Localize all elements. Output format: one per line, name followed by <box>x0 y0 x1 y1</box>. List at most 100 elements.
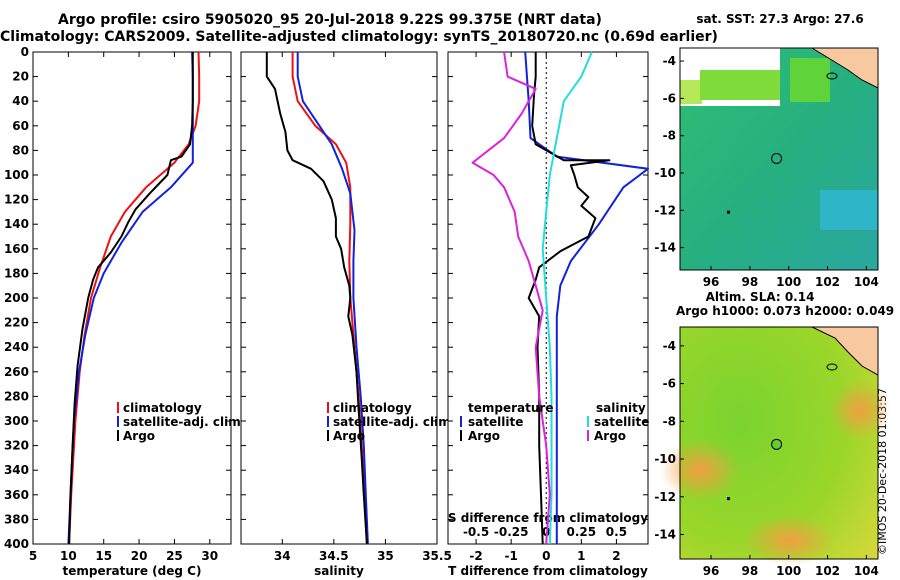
depth-tick-label: 20 <box>12 70 29 84</box>
sst-warm-patch <box>680 80 702 104</box>
panel-2-xtick-label: 35 <box>377 549 394 563</box>
panel-3-xlabel: T difference from climatology <box>448 564 648 578</box>
legend-label: Argo <box>123 429 155 443</box>
legend-label: Argo <box>333 429 365 443</box>
figure-title-line-1: Argo profile: csiro 5905020_95 20-Jul-20… <box>58 12 602 28</box>
sla-map-frame <box>679 326 879 560</box>
panel-1-frame <box>32 51 232 545</box>
figure-title-line-2: Climatology: CARS2009. Satellite-adjuste… <box>0 29 718 45</box>
sla-high-3 <box>830 380 890 440</box>
depth-tick-label: 140 <box>4 217 29 231</box>
legend-label: climatology <box>333 401 412 415</box>
sst-profile-marker <box>771 152 783 164</box>
panel-1-xtick-label: 25 <box>166 549 183 563</box>
sst-map <box>679 47 879 271</box>
series-satellite-adj-clim- <box>296 52 369 545</box>
panel-1-xtick-label: 20 <box>131 549 148 563</box>
legend-label: Argo <box>594 429 626 443</box>
depth-tick-label: 300 <box>4 414 29 428</box>
panel-1-xtick-label: 30 <box>201 549 218 563</box>
panel-1-xtick-label: 15 <box>95 549 112 563</box>
depth-tick-label: 260 <box>4 365 29 379</box>
panel-3-xtick-label: 2 <box>612 549 620 563</box>
sla-map-ytick-label: -12 <box>654 490 676 504</box>
panel-2-xtick-label: 34 <box>274 549 291 563</box>
series-temperature-argo <box>527 52 611 545</box>
series-argo <box>265 52 368 545</box>
sst-map-ytick-label: -8 <box>663 129 676 143</box>
panel-2-xtick-label: 34.5 <box>319 549 349 563</box>
depth-tick-label: 120 <box>4 193 29 207</box>
sla-profile-marker <box>771 438 783 450</box>
legend-label: satellite-adj. clim. <box>333 415 455 429</box>
legend-group-salinity: salinity <box>596 401 646 415</box>
series-argo <box>68 52 194 545</box>
sla-map-xtick-label: 102 <box>815 564 840 578</box>
sla-float-track-dot <box>727 497 731 501</box>
sla-map-xtick-label: 104 <box>854 564 879 578</box>
depth-tick-label: 400 <box>4 537 29 551</box>
panel-3-xtick-label: -2 <box>469 549 482 563</box>
sla-map-ytick-label: -10 <box>654 452 676 466</box>
series-salinity-argo <box>471 51 551 545</box>
sst-map-ytick-label: -10 <box>654 166 676 180</box>
sst-map-xtick-label: 104 <box>854 275 879 289</box>
depth-tick-label: 160 <box>4 242 29 256</box>
depth-tick-label: 320 <box>4 439 29 453</box>
series-climatology <box>68 51 201 545</box>
sla-map-xtick-label: 98 <box>742 564 759 578</box>
panel-1-xtick-label: 10 <box>60 549 77 563</box>
series-salinity-satellite <box>541 51 593 545</box>
legend-group-temperature: temperature <box>468 401 553 415</box>
sla-map-ytick-label: -6 <box>663 377 676 391</box>
sst-float-track-dot <box>727 210 731 214</box>
sst-island <box>826 72 838 80</box>
depth-tick-label: 340 <box>4 463 29 477</box>
depth-tick-label: 100 <box>4 168 29 182</box>
depth-tick-label: 180 <box>4 266 29 280</box>
panel-2-xlabel: salinity <box>314 564 364 578</box>
panel-3-xtick-label: 1 <box>577 549 585 563</box>
depth-tick-label: 380 <box>4 512 29 526</box>
depth-tick-label: 0 <box>21 45 29 59</box>
sst-map-title: sat. SST: 27.3 Argo: 27.6 <box>696 12 864 26</box>
depth-tick-label: 40 <box>12 94 29 108</box>
sst-map-ytick-label: -14 <box>654 241 676 255</box>
depth-tick-label: 360 <box>4 488 29 502</box>
sst-warm-band-2 <box>790 58 830 102</box>
legend-label: Argo <box>468 429 500 443</box>
panel-1-xlabel: temperature (deg C) <box>63 564 202 578</box>
sla-high-2 <box>745 515 835 565</box>
sst-map-xtick-label: 96 <box>703 275 720 289</box>
sla-island <box>826 363 838 371</box>
sst-map-frame <box>679 47 879 271</box>
legend-label: satellite <box>594 415 649 429</box>
sst-cool-patch <box>820 190 878 230</box>
sla-map-ytick-label: -8 <box>663 414 676 428</box>
panel-3-top-tick-label: -0.25 <box>494 525 529 539</box>
depth-tick-label: 80 <box>12 143 29 157</box>
sla-map-xtick-label: 96 <box>703 564 720 578</box>
sla-map-title-1: Altim. SLA: 0.14 <box>705 290 815 304</box>
sst-map-ytick-label: -12 <box>654 203 676 217</box>
depth-tick-label: 200 <box>4 291 29 305</box>
depth-tick-label: 280 <box>4 389 29 403</box>
sst-map-xtick-label: 100 <box>776 275 801 289</box>
panel-3-xtick-label: 0 <box>542 549 550 563</box>
sla-map-xtick-label: 100 <box>776 564 801 578</box>
sla-map-title-2: Argo h1000: 0.073 h2000: 0.049 <box>676 304 895 318</box>
sst-map-xtick-label: 98 <box>742 275 759 289</box>
depth-tick-label: 220 <box>4 316 29 330</box>
sla-map-ytick-label: -4 <box>663 339 676 353</box>
panel-3-top-tick-label: -0.5 <box>463 525 489 539</box>
sst-map-ytick-label: -6 <box>663 91 676 105</box>
sst-warm-band <box>700 70 780 100</box>
sla-map-ytick-label: -14 <box>654 527 676 541</box>
panel-2-xtick-label: 35.5 <box>422 549 452 563</box>
panel-3-top-tick-label: 0.5 <box>606 525 627 539</box>
legend-label: climatology <box>123 401 202 415</box>
legend-label: satellite-adj. clim. <box>123 415 245 429</box>
sla-map <box>660 326 890 565</box>
sst-map-xtick-label: 102 <box>815 275 840 289</box>
